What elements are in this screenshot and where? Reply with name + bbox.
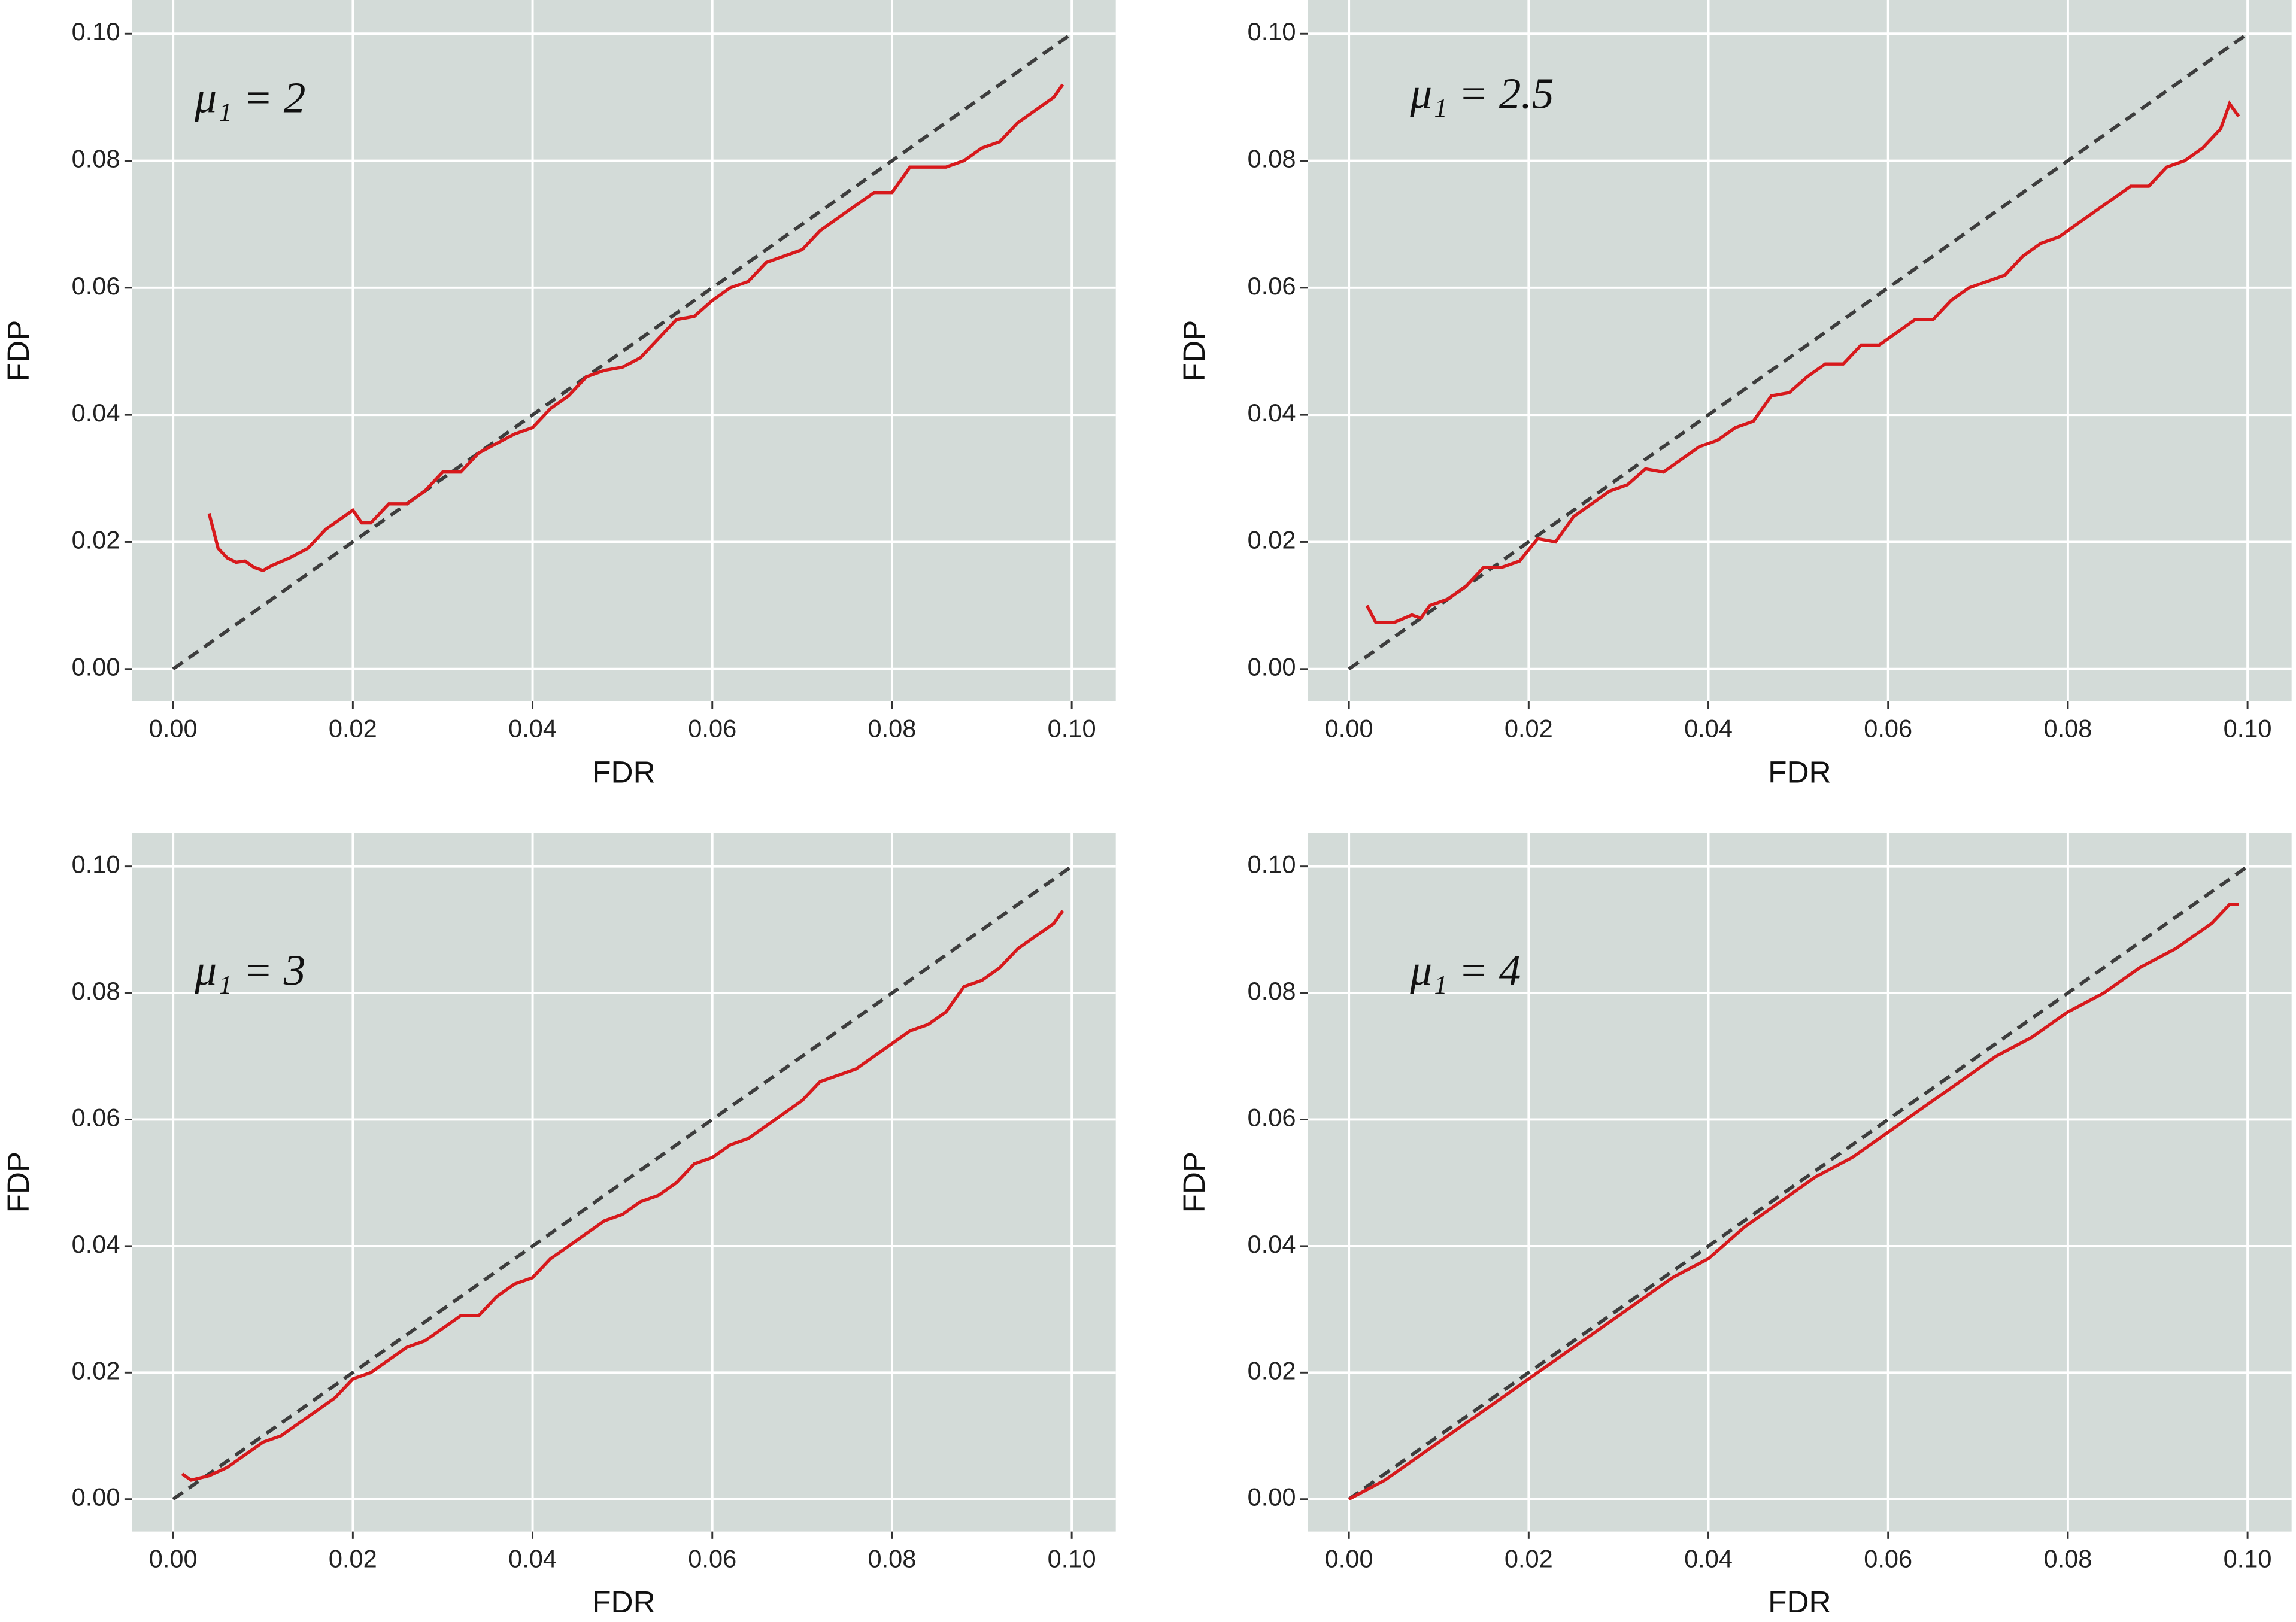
y-tick-label: 0.02 (72, 1356, 120, 1384)
y-tick-label: 0.00 (1248, 1483, 1296, 1511)
x-tick-label: 0.04 (1684, 1544, 1733, 1572)
x-tick-label: 0.10 (1048, 1544, 1096, 1572)
x-tick-label: 0.10 (1048, 715, 1096, 743)
x-tick-label: 0.08 (868, 715, 916, 743)
x-tick-label: 0.06 (1864, 1544, 1912, 1572)
y-tick-label: 0.10 (1248, 851, 1296, 879)
x-tick-label: 0.10 (2224, 715, 2272, 743)
y-tick-label: 0.06 (1248, 272, 1296, 300)
y-tick-label: 0.04 (1248, 399, 1296, 427)
annotation: μ₁ = 2.5 (1409, 69, 1554, 117)
y-tick-label: 0.02 (1248, 1356, 1296, 1384)
y-tick-label: 0.00 (72, 653, 120, 681)
annotation: μ₁ = 4 (1409, 946, 1521, 994)
reference-line (172, 32, 1073, 671)
y-tick-label: 0.10 (72, 17, 120, 45)
x-tick-label: 0.06 (688, 715, 736, 743)
reference-line (1348, 32, 2249, 671)
x-axis-title: FDR (592, 755, 656, 789)
y-axis-title: FDP (1, 320, 35, 382)
x-tick-label: 0.04 (1684, 715, 1733, 743)
y-tick-label: 0.10 (72, 851, 120, 879)
x-tick-label: 0.02 (1505, 1544, 1553, 1572)
reference-line (1348, 865, 2249, 1501)
x-tick-label: 0.08 (2043, 1544, 2092, 1572)
annotation: μ₁ = 3 (194, 946, 305, 994)
x-tick-label: 0.02 (329, 715, 377, 743)
y-tick-label: 0.04 (72, 399, 120, 427)
y-tick-label: 0.08 (72, 977, 120, 1005)
y-tick-label: 0.06 (72, 1103, 120, 1131)
x-tick-label: 0.00 (1325, 1544, 1373, 1572)
y-tick-label: 0.04 (72, 1230, 120, 1258)
x-tick-label: 0.04 (508, 1544, 557, 1572)
data-line (181, 910, 1064, 1482)
x-tick-label: 0.02 (329, 1544, 377, 1572)
x-tick-label: 0.06 (1864, 715, 1912, 743)
y-axis-title: FDP (1, 1152, 35, 1213)
y-tick-label: 0.06 (72, 272, 120, 300)
x-axis-title: FDR (1768, 1585, 1831, 1619)
annotation: μ₁ = 2 (194, 74, 305, 122)
y-axis-title: FDP (1177, 320, 1211, 382)
y-tick-label: 0.10 (1248, 17, 1296, 45)
y-tick-label: 0.08 (1248, 977, 1296, 1005)
y-tick-label: 0.08 (72, 145, 120, 173)
x-tick-label: 0.08 (2043, 715, 2092, 743)
y-tick-label: 0.02 (72, 526, 120, 554)
x-tick-label: 0.00 (1325, 715, 1373, 743)
x-tick-label: 0.00 (149, 715, 198, 743)
y-tick-label: 0.02 (1248, 526, 1296, 554)
y-tick-label: 0.04 (1248, 1230, 1296, 1258)
y-tick-label: 0.00 (72, 1483, 120, 1511)
x-axis-title: FDR (592, 1585, 656, 1619)
data-line (1348, 903, 2239, 1501)
data-line (207, 83, 1064, 573)
x-tick-label: 0.04 (508, 715, 557, 743)
y-tick-label: 0.08 (1248, 145, 1296, 173)
reference-line (172, 865, 1073, 1501)
y-axis-title: FDP (1177, 1152, 1211, 1213)
x-tick-label: 0.06 (688, 1544, 736, 1572)
x-tick-label: 0.00 (149, 1544, 198, 1572)
y-tick-label: 0.06 (1248, 1103, 1296, 1131)
y-tick-label: 0.00 (1248, 653, 1296, 681)
x-tick-label: 0.08 (868, 1544, 916, 1572)
x-axis-title: FDR (1768, 755, 1831, 789)
x-tick-label: 0.02 (1505, 715, 1553, 743)
data-line (1365, 100, 2240, 624)
x-tick-label: 0.10 (2224, 1544, 2272, 1572)
